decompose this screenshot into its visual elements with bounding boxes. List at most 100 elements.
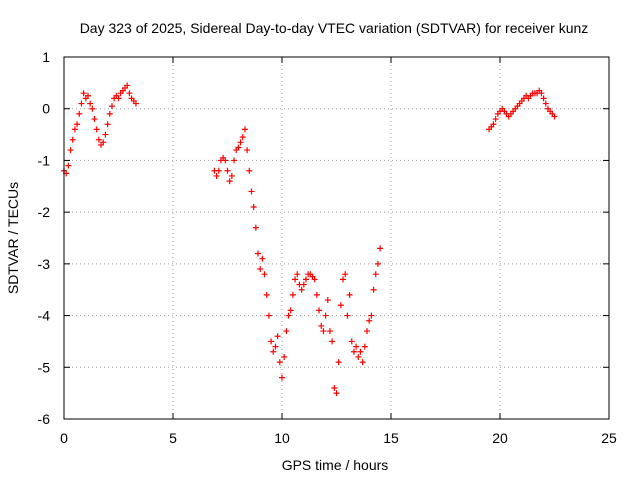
data-point xyxy=(355,353,362,360)
y-tick-label: -4 xyxy=(38,308,51,324)
data-point xyxy=(71,126,78,133)
data-point xyxy=(313,291,320,298)
data-point xyxy=(224,167,231,174)
data-point xyxy=(335,359,342,366)
data-point xyxy=(298,286,305,293)
data-point xyxy=(320,328,327,335)
x-axis-label: GPS time / hours xyxy=(282,457,389,473)
data-point xyxy=(80,90,87,97)
data-point xyxy=(65,162,72,169)
data-point xyxy=(268,338,275,345)
data-point xyxy=(261,271,268,278)
data-point xyxy=(124,82,131,89)
data-point xyxy=(69,136,76,143)
data-point xyxy=(108,103,115,110)
x-tick-label: 0 xyxy=(60,430,68,446)
data-point xyxy=(84,92,91,99)
data-point xyxy=(348,338,355,345)
x-tick-label: 20 xyxy=(492,430,508,446)
data-point xyxy=(263,291,270,298)
data-point xyxy=(76,110,83,117)
data-point xyxy=(285,312,292,319)
grid xyxy=(64,57,609,419)
data-point xyxy=(250,203,257,210)
x-tick-label: 25 xyxy=(601,430,617,446)
data-point xyxy=(244,147,251,154)
data-point xyxy=(316,307,323,314)
data-point xyxy=(74,121,81,128)
data-point xyxy=(357,348,364,355)
data-point xyxy=(374,260,381,267)
y-tick-label: -3 xyxy=(38,256,51,272)
data-point xyxy=(490,121,497,128)
data-point xyxy=(370,286,377,293)
data-point xyxy=(337,302,344,309)
data-point xyxy=(492,116,499,123)
data-point xyxy=(366,317,373,324)
data-point xyxy=(274,333,281,340)
data-point xyxy=(281,353,288,360)
data-point xyxy=(311,276,318,283)
data-point xyxy=(215,167,222,174)
data-point xyxy=(368,312,375,319)
x-tick-label: 10 xyxy=(274,430,290,446)
data-point xyxy=(294,271,301,278)
chart-title: Day 323 of 2025, Sidereal Day-to-day VTE… xyxy=(80,20,589,36)
data-point xyxy=(276,359,283,366)
data-point xyxy=(270,348,277,355)
data-point xyxy=(329,338,336,345)
data-point xyxy=(132,100,139,107)
data-point xyxy=(324,297,331,304)
data-point xyxy=(228,172,235,179)
data-point xyxy=(239,134,246,141)
data-point xyxy=(346,291,353,298)
data-point xyxy=(89,105,96,112)
data-point xyxy=(361,343,368,350)
data-point xyxy=(331,384,338,391)
x-tick-label: 5 xyxy=(169,430,177,446)
data-point xyxy=(302,276,309,283)
data-point xyxy=(322,312,329,319)
data-point xyxy=(106,110,113,117)
data-point xyxy=(248,188,255,195)
data-point xyxy=(246,167,253,174)
data-point xyxy=(542,100,549,107)
data-point xyxy=(364,328,371,335)
y-tick-label: -1 xyxy=(38,152,51,168)
data-point xyxy=(340,276,347,283)
data-point xyxy=(67,147,74,154)
data-point xyxy=(104,121,111,128)
y-tick-label: -5 xyxy=(38,359,51,375)
data-point xyxy=(551,113,558,120)
data-point xyxy=(237,139,244,146)
data-point xyxy=(300,281,307,288)
data-point xyxy=(259,255,266,262)
data-point xyxy=(377,245,384,252)
data-point xyxy=(257,266,264,273)
data-point xyxy=(252,224,259,231)
data-point xyxy=(292,276,299,283)
data-point xyxy=(538,90,545,97)
data-point xyxy=(102,131,109,138)
data-point xyxy=(226,178,233,185)
data-point xyxy=(326,328,333,335)
data-point xyxy=(333,390,340,397)
y-axis-label: SDTVAR / TECUs xyxy=(5,182,21,294)
y-tick-label: 1 xyxy=(42,49,50,65)
data-point xyxy=(87,100,94,107)
data-point xyxy=(540,95,547,102)
data-point xyxy=(100,139,107,146)
y-tick-label: -6 xyxy=(38,411,51,427)
data-point xyxy=(235,144,242,151)
data-point xyxy=(78,100,85,107)
data-point xyxy=(231,157,238,164)
data-point xyxy=(213,172,220,179)
data-point xyxy=(350,348,357,355)
data-point xyxy=(126,90,133,97)
data-point xyxy=(353,343,360,350)
data-point xyxy=(279,374,285,381)
data-point xyxy=(255,250,262,257)
plot-frame xyxy=(63,56,610,420)
